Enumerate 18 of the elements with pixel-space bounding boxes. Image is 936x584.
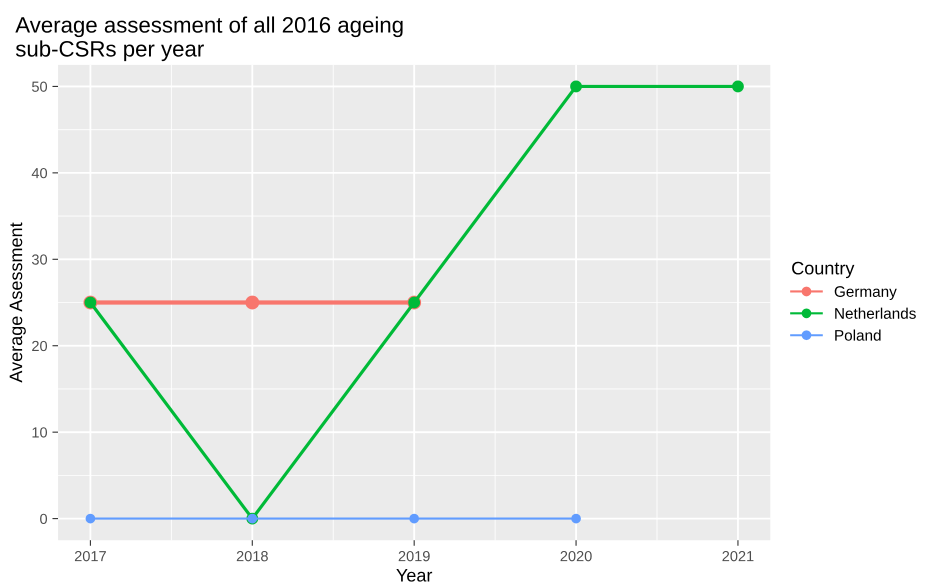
x-tick-label: 2021	[722, 551, 754, 562]
y-axis-title: Average Asessment	[10, 222, 26, 383]
y-tick-label: 40	[32, 168, 48, 178]
y-tick-label: 10	[32, 427, 48, 438]
legend-label: Poland	[835, 330, 881, 341]
y-tick-label: 30	[32, 254, 48, 265]
y-tick-label: 50	[32, 82, 48, 92]
legend-title: Country	[792, 262, 854, 278]
x-tick-label: 2017	[74, 551, 106, 562]
legend-label: Germany	[834, 286, 897, 300]
x-tick-label: 2020	[560, 551, 592, 562]
x-tick-label: 2019	[398, 551, 430, 562]
x-axis-title: Year	[396, 569, 432, 582]
legend-label: Netherlands	[835, 308, 916, 319]
y-tick-label: 20	[32, 340, 48, 352]
chart-title: Average assessment of all 2016 ageing sub-CSRs per year	[15, 16, 403, 62]
x-tick-label: 2018	[236, 551, 268, 562]
y-tick-label: 0	[40, 514, 48, 524]
